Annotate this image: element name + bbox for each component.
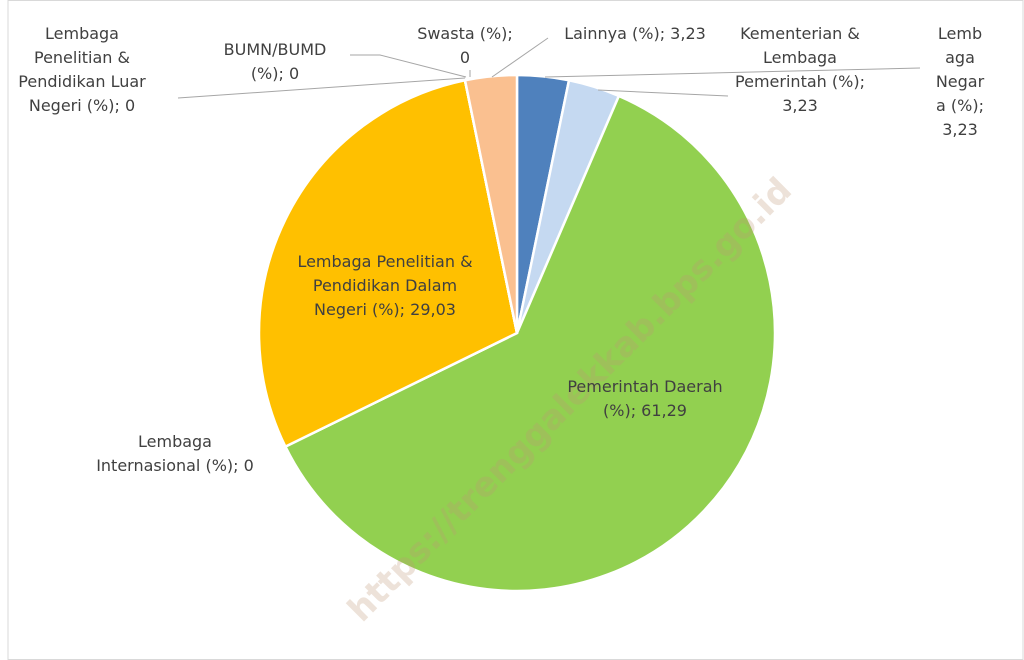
label-category: Kementerian & Lembaga Pemerintah (%) <box>735 24 860 91</box>
label-value: 61,29 <box>641 401 687 420</box>
label-separator: ; <box>507 24 513 43</box>
pie-slice <box>257 78 519 449</box>
data-label: Kementerian & Lembaga Pemerintah (%); 3,… <box>730 22 870 118</box>
label-category: Lembaga Penelitian & Pendidikan Luar Neg… <box>18 24 146 115</box>
pie-slice <box>283 94 777 593</box>
label-value: 0 <box>243 456 254 475</box>
leader-line <box>350 54 467 78</box>
label-category: Lainnya (%) <box>564 24 660 43</box>
label-category: Pemerintah Daerah (%) <box>567 377 723 420</box>
data-label: Pemerintah Daerah (%); 61,29 <box>550 375 740 423</box>
label-value: 0 <box>288 64 300 83</box>
leader-line <box>491 37 549 78</box>
label-value: 3,23 <box>782 96 818 115</box>
label-separator: ; <box>399 300 411 319</box>
data-label: Swasta (%); 0 <box>410 22 520 70</box>
label-value: 0 <box>459 48 471 67</box>
label-separator: ; <box>859 72 865 91</box>
data-label: BUMN/BUMD (%); 0 <box>205 38 345 86</box>
data-label: Lainnya (%); 3,23 <box>535 22 735 46</box>
leader-line <box>597 89 729 97</box>
pie-slice <box>463 73 519 334</box>
data-label: Lembaga Penelitian & Pendidikan Dalam Ne… <box>295 250 475 322</box>
label-category: Lembaga Internasional (%) <box>96 432 234 475</box>
data-label: Lembaga Penelitian & Pendidikan Luar Neg… <box>17 22 147 118</box>
label-category: BUMN/BUMD (%) <box>223 40 327 83</box>
label-value: 3,23 <box>942 120 978 139</box>
label-value: 29,03 <box>410 300 456 319</box>
data-label: Lembaga Negara (%); 3,23 <box>933 22 987 142</box>
label-separator: ; <box>278 64 289 83</box>
label-separator: ; <box>114 96 125 115</box>
label-value: 0 <box>124 96 136 115</box>
label-category: Swasta (%) <box>417 24 508 43</box>
label-value: 3,23 <box>670 24 706 43</box>
label-separator: ; <box>978 96 984 115</box>
label-separator: ; <box>630 401 642 420</box>
leader-line <box>544 67 921 78</box>
data-label: Lembaga Internasional (%); 0 <box>90 430 260 478</box>
label-separator: ; <box>233 456 244 475</box>
leader-line <box>177 77 466 99</box>
label-separator: ; <box>659 24 671 43</box>
leader-lines <box>177 37 921 99</box>
label-category: Lembaga Negara (%) <box>935 24 985 115</box>
label-category: Lembaga Penelitian & Pendidikan Dalam Ne… <box>297 252 473 319</box>
